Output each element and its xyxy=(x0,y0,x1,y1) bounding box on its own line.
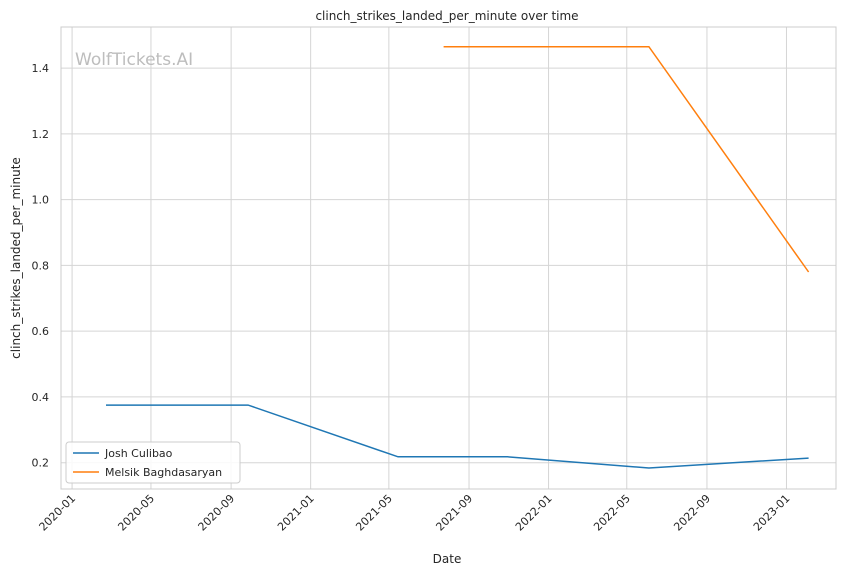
y-axis-label: clinch_strikes_landed_per_minute xyxy=(9,157,23,359)
chart-title: clinch_strikes_landed_per_minute over ti… xyxy=(315,9,578,23)
x-tick-label: 2021-09 xyxy=(433,492,475,534)
x-tick-label: 2022-01 xyxy=(513,492,555,534)
x-tick-label: 2022-05 xyxy=(591,492,633,534)
series-line xyxy=(443,45,810,273)
x-tick-label: 2022-09 xyxy=(671,492,713,534)
x-tick-label: 2021-01 xyxy=(275,492,317,534)
y-tick-label: 0.4 xyxy=(32,391,50,404)
grid xyxy=(61,27,836,489)
legend-label: Melsik Baghdasaryan xyxy=(105,466,222,479)
x-tick-label: 2020-09 xyxy=(196,492,238,534)
y-tick-label: 1.0 xyxy=(32,194,50,207)
legend-box xyxy=(65,441,241,484)
series-lines xyxy=(106,45,810,469)
legend-label: Josh Culibao xyxy=(104,447,173,460)
y-tick-label: 1.4 xyxy=(32,62,50,75)
plot-frame xyxy=(60,26,837,490)
y-tick-label: 0.2 xyxy=(32,457,50,470)
x-tick-label: 2020-05 xyxy=(115,492,157,534)
y-tick-label: 0.8 xyxy=(32,259,50,272)
x-tick-label: 2021-05 xyxy=(353,492,395,534)
series-line xyxy=(106,404,809,469)
x-axis-label: Date xyxy=(433,552,462,566)
watermark: WolfTickets.AI xyxy=(75,50,193,70)
y-tick-label: 1.2 xyxy=(32,128,50,141)
x-tick-label: 2020-01 xyxy=(37,492,79,534)
x-tick-label: 2023-01 xyxy=(751,492,793,534)
legend: Josh Culibao Melsik Baghdasaryan xyxy=(65,441,241,484)
y-tick-label: 0.6 xyxy=(32,325,50,338)
